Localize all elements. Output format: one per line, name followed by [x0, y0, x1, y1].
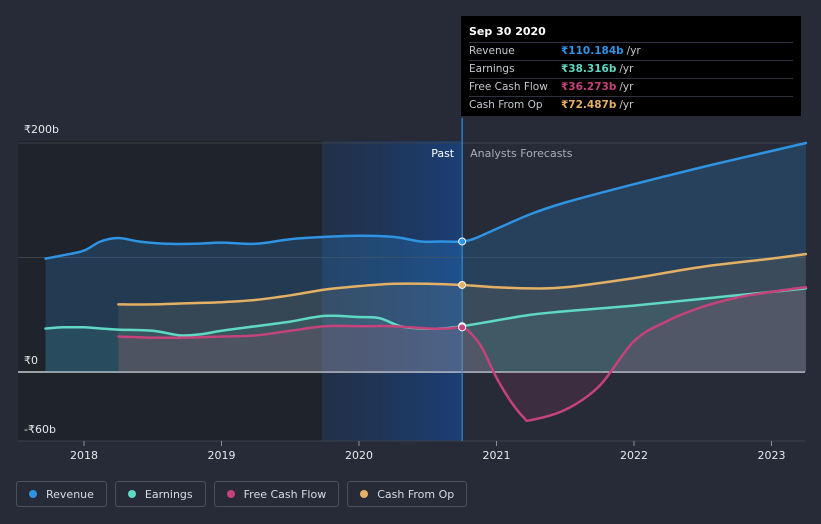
x-tick-label: 2021	[483, 449, 511, 462]
legend-label: Cash From Op	[377, 487, 455, 501]
tooltip-value: ₹38.316b	[561, 63, 617, 75]
free-cash-flow-marker	[458, 323, 467, 332]
x-tick-label: 2019	[208, 449, 236, 462]
revenue-area	[45, 143, 806, 372]
tooltip-unit: /yr	[619, 63, 634, 75]
legend-dot-icon	[127, 490, 136, 498]
revenue-line	[44, 141, 808, 260]
legend-label: Earnings	[144, 487, 193, 501]
tooltip-value: ₹36.273b	[561, 81, 617, 93]
tooltip-row-cash-from-op: Cash From Op ₹72.487b /yr	[469, 96, 793, 114]
tooltip-label: Earnings	[469, 63, 515, 75]
free-cash-flow-area	[118, 287, 806, 421]
cash-from-op-marker	[458, 280, 467, 289]
x-tick-label: 2020	[345, 449, 373, 462]
legend-label: Revenue	[46, 487, 94, 501]
tooltip-value: ₹110.184b	[561, 45, 624, 57]
earnings-area	[45, 288, 806, 372]
tooltip-date: Sep 30 2020	[469, 25, 546, 38]
tooltip-row-free-cash-flow: Free Cash Flow ₹36.273b /yr	[469, 78, 793, 96]
legend-dot-icon	[29, 490, 37, 498]
x-tick-label: 2022	[620, 449, 648, 462]
legend-dot-icon	[360, 490, 369, 498]
y-tick-label: ₹200b	[24, 123, 59, 136]
legend-item-cash-from-op[interactable]: Cash From Op	[347, 481, 468, 507]
tooltip: Sep 30 2020 Revenue ₹110.184b /yr Earnin…	[461, 16, 801, 116]
tooltip-unit: /yr	[619, 81, 634, 93]
legend-label: Free Cash Flow	[243, 487, 327, 501]
earnings-line	[44, 287, 808, 337]
free-cash-flow-line	[117, 286, 808, 423]
legend: Revenue Earnings Free Cash Flow Cash Fro…	[16, 481, 468, 507]
past-label: Past	[431, 147, 455, 160]
y-tick-label: -₹60b	[24, 423, 56, 436]
revenue-marker	[458, 237, 467, 246]
legend-item-free-cash-flow[interactable]: Free Cash Flow	[213, 481, 340, 507]
legend-item-revenue[interactable]: Revenue	[16, 481, 107, 507]
x-tick-label: 2023	[758, 449, 786, 462]
tooltip-row-earnings: Earnings ₹38.316b /yr	[469, 60, 793, 78]
forecast-label: Analysts Forecasts	[470, 147, 573, 160]
tooltip-unit: /yr	[626, 45, 641, 57]
x-tick-label: 2018	[70, 449, 98, 462]
cash-from-op-line	[117, 252, 808, 306]
legend-dot-icon	[226, 490, 235, 498]
y-tick-label: ₹0	[24, 354, 38, 367]
tooltip-value: ₹72.487b	[561, 99, 617, 111]
tooltip-label: Free Cash Flow	[469, 81, 548, 93]
tooltip-label: Revenue	[469, 45, 515, 57]
tooltip-row-revenue: Revenue ₹110.184b /yr	[469, 42, 793, 60]
tooltip-unit: /yr	[619, 99, 634, 111]
legend-item-earnings[interactable]: Earnings	[114, 481, 206, 507]
plot-dark-band	[18, 141, 322, 441]
past-highlight-band	[322, 141, 461, 441]
tooltip-label: Cash From Op	[469, 99, 543, 111]
